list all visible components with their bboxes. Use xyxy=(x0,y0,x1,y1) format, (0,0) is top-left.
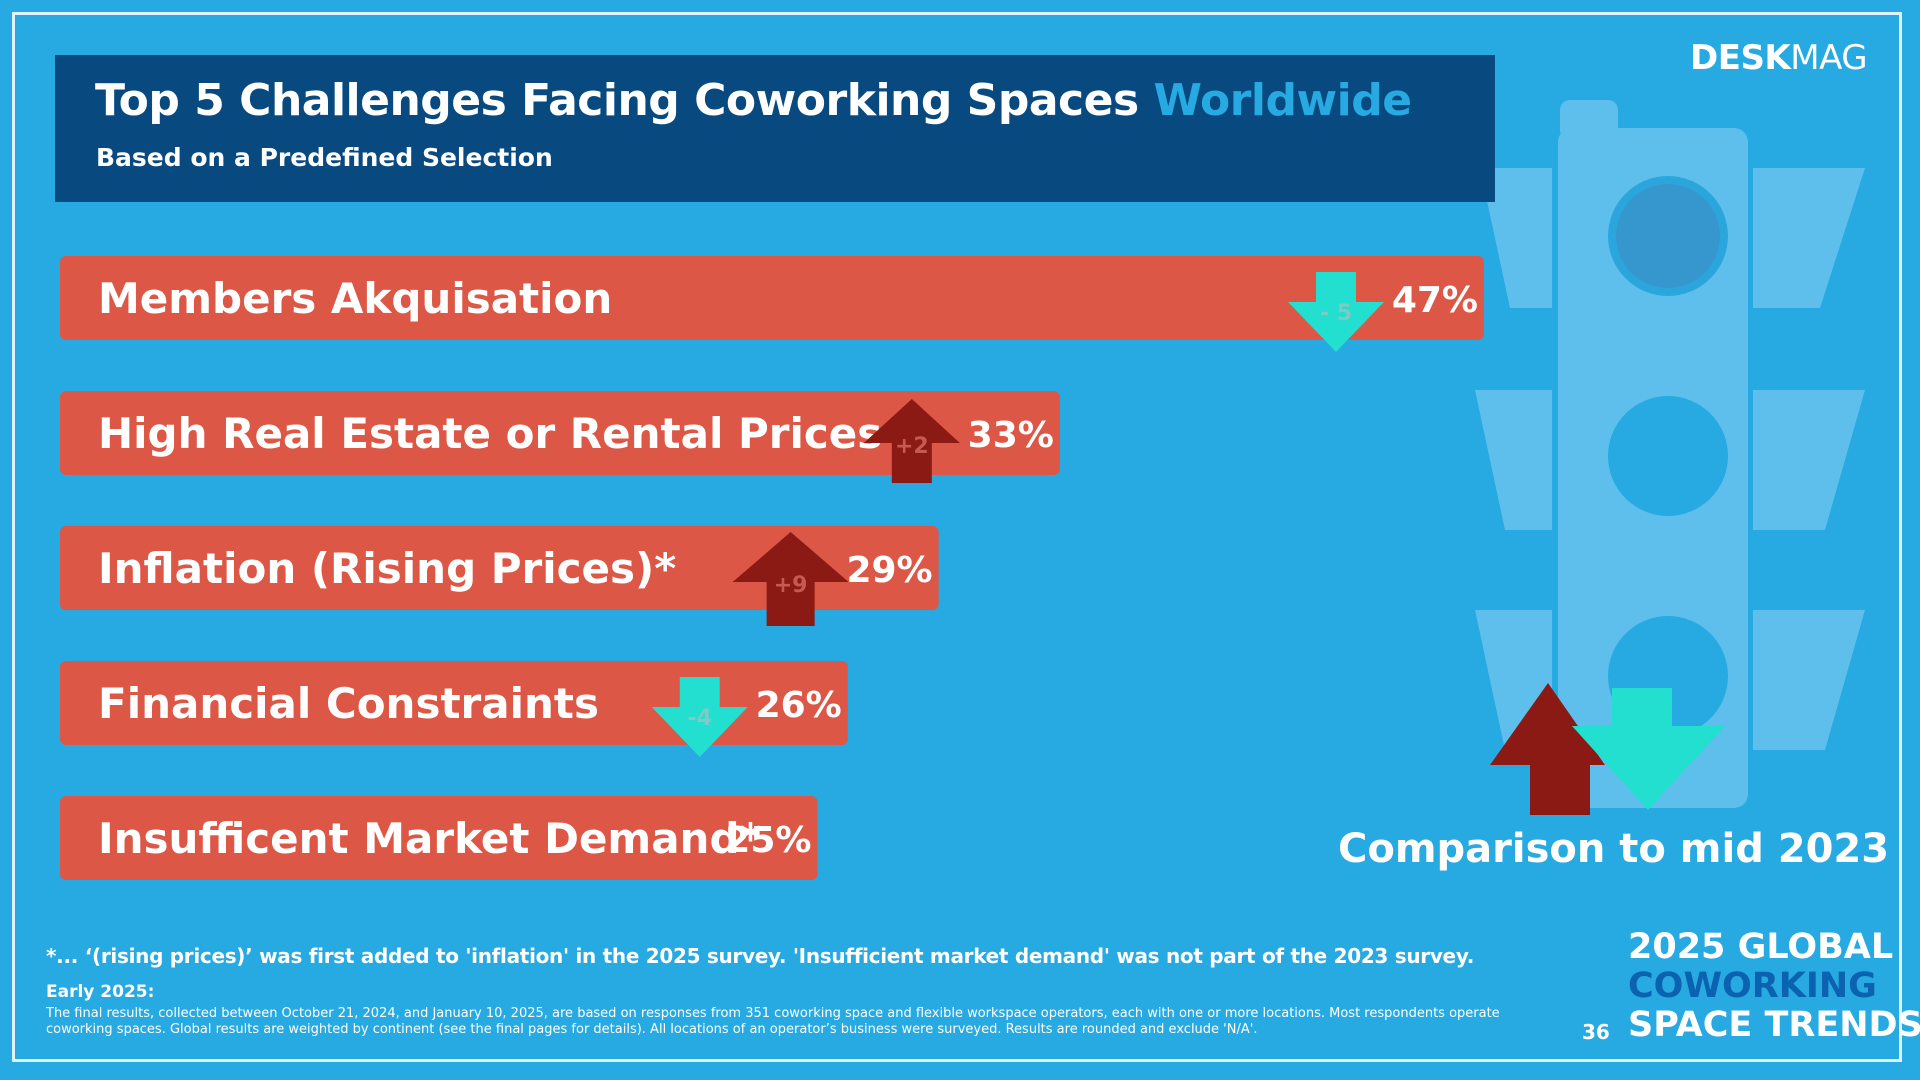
change-label: -4 xyxy=(688,706,712,731)
brand-line-1: 2025 GLOBAL xyxy=(1628,927,1894,967)
title-highlight: Worldwide xyxy=(1153,75,1413,126)
change-arrow-up-icon: +9 xyxy=(732,532,849,626)
brand-line-2: COWORKING xyxy=(1628,966,1877,1006)
traffic-light-visor-right-bottom xyxy=(1753,610,1865,750)
logo-light: MAG xyxy=(1790,38,1868,78)
legend-arrow-up-icon xyxy=(1490,683,1605,815)
bar-value-label: 26% xyxy=(756,685,842,726)
bar-4 xyxy=(60,661,848,745)
bar-value-label: 33% xyxy=(968,415,1054,456)
change-arrow-up-icon: +2 xyxy=(863,399,960,483)
footnote: *... ‘(rising prices)’ was first added t… xyxy=(46,944,1475,968)
bar-category-label: Financial Constraints xyxy=(98,679,599,728)
bar-category-label: High Real Estate or Rental Prices xyxy=(98,409,882,458)
header-banner: Top 5 Challenges Facing Coworking Spaces… xyxy=(55,55,1495,202)
bar-value-label: 47% xyxy=(1392,280,1478,321)
comparison-legend-label: Comparison to mid 2023 xyxy=(1338,826,1890,872)
change-label: +9 xyxy=(774,573,808,598)
bar-category-label: Insufficent Market Demand* xyxy=(98,814,762,863)
report-brand: 2025 GLOBAL COWORKING SPACE TRENDS xyxy=(1628,928,1920,1045)
logo-bold: DESK xyxy=(1690,38,1791,78)
traffic-light-visor-left-top xyxy=(1480,168,1552,308)
bar-2 xyxy=(60,391,1060,475)
traffic-light-visor-right-top xyxy=(1753,168,1865,308)
traffic-light-lamp-middle xyxy=(1608,396,1728,516)
legend-arrow-down-icon xyxy=(1572,688,1725,810)
bar-category-label: Inflation (Rising Prices)* xyxy=(98,544,676,593)
change-label: - 5 xyxy=(1320,301,1352,326)
change-label: +2 xyxy=(895,434,929,459)
page-number: 36 xyxy=(1582,1020,1610,1044)
deskmag-logo: DESKMAG xyxy=(1690,38,1868,78)
traffic-light-visor-left-mid xyxy=(1475,390,1552,530)
traffic-light-lamp-top-inner xyxy=(1616,184,1720,288)
brand-line-3: SPACE TRENDS xyxy=(1628,1005,1920,1045)
bar-5 xyxy=(60,796,818,880)
bar-1 xyxy=(60,256,1484,340)
page-subtitle: Based on a Predefined Selection xyxy=(96,143,553,172)
traffic-light-visor-right-mid xyxy=(1753,390,1865,530)
methodology-label: Early 2025: xyxy=(46,982,155,1002)
title-main: Top 5 Challenges Facing Coworking Spaces xyxy=(95,75,1139,126)
bar-3 xyxy=(60,526,939,610)
change-arrow-down-icon: -4 xyxy=(651,677,748,757)
legend-arrows xyxy=(1490,683,1725,815)
bar-value-label: 29% xyxy=(846,550,932,591)
change-arrow-down-icon: - 5 xyxy=(1288,272,1384,352)
methodology-text: The final results, collected between Oct… xyxy=(46,1006,1500,1037)
bar-value-label: 25% xyxy=(725,820,811,861)
bar-category-label: Members Akquisation xyxy=(98,274,612,323)
page-title: Top 5 Challenges Facing Coworking Spaces… xyxy=(95,75,1412,126)
